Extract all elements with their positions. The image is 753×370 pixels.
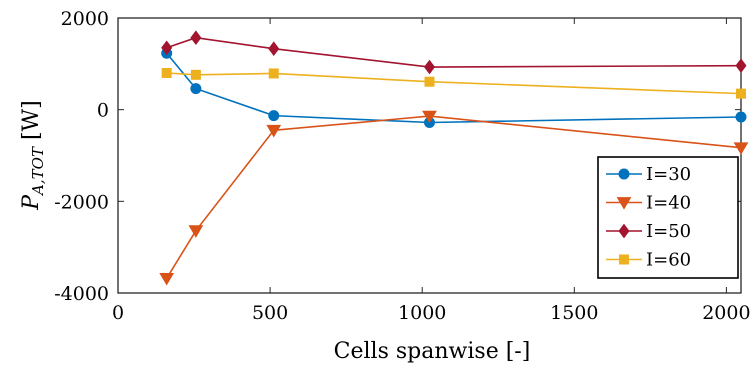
legend-label: I=40 [646,193,691,214]
plot-layer: 0 500 1000 1500 2000 -4000 -2000 0 2000 [54,8,750,324]
y-tick-label: -4000 [54,283,109,305]
legend-marker [619,254,629,265]
x-tick-label: 1500 [550,302,598,324]
y-axis-label-subscript: A,TOT [29,146,47,197]
data-point [188,225,204,238]
x-tick-label: 2000 [702,302,750,324]
legend: I=30 I=40 I=50 I=60 [597,156,739,279]
y-tick-label: 0 [97,100,109,122]
data-point [190,30,202,46]
plot-frame [117,17,742,294]
data-point [190,83,202,95]
data-point [735,111,747,123]
x-tick-label: 500 [252,302,288,324]
data-point [424,76,435,87]
y-axis-label-unit: [W] [19,100,44,147]
x-tick-label: 1000 [398,302,446,324]
legend-label: I=60 [646,250,691,271]
data-point [190,69,201,80]
data-point [161,40,173,56]
legend-marker [618,223,630,239]
legend-label: I=30 [646,164,691,185]
data-point [733,142,749,155]
y-axis-label: PA,TOT [W] [19,100,47,211]
data-point [266,124,282,138]
y-tick-label: 2000 [61,8,109,30]
y-axis-label-main: P [19,194,44,211]
data-point [422,110,437,124]
x-tick-label: 0 [112,302,124,324]
legend-marker [616,197,632,210]
y-tick-label: -2000 [54,191,109,213]
series-line [166,72,742,95]
legend-marker [618,168,630,180]
data-point [736,88,746,99]
data-point [161,68,172,78]
data-point [735,58,747,73]
data-point [159,272,175,286]
data-point [268,68,279,79]
x-axis-label: Cells spanwise [-] [334,339,531,364]
legend-label: I=50 [646,221,691,242]
data-point [268,110,280,122]
series-line [166,36,742,68]
data-point [268,41,280,57]
series-line [166,52,742,124]
data-point [423,59,436,75]
